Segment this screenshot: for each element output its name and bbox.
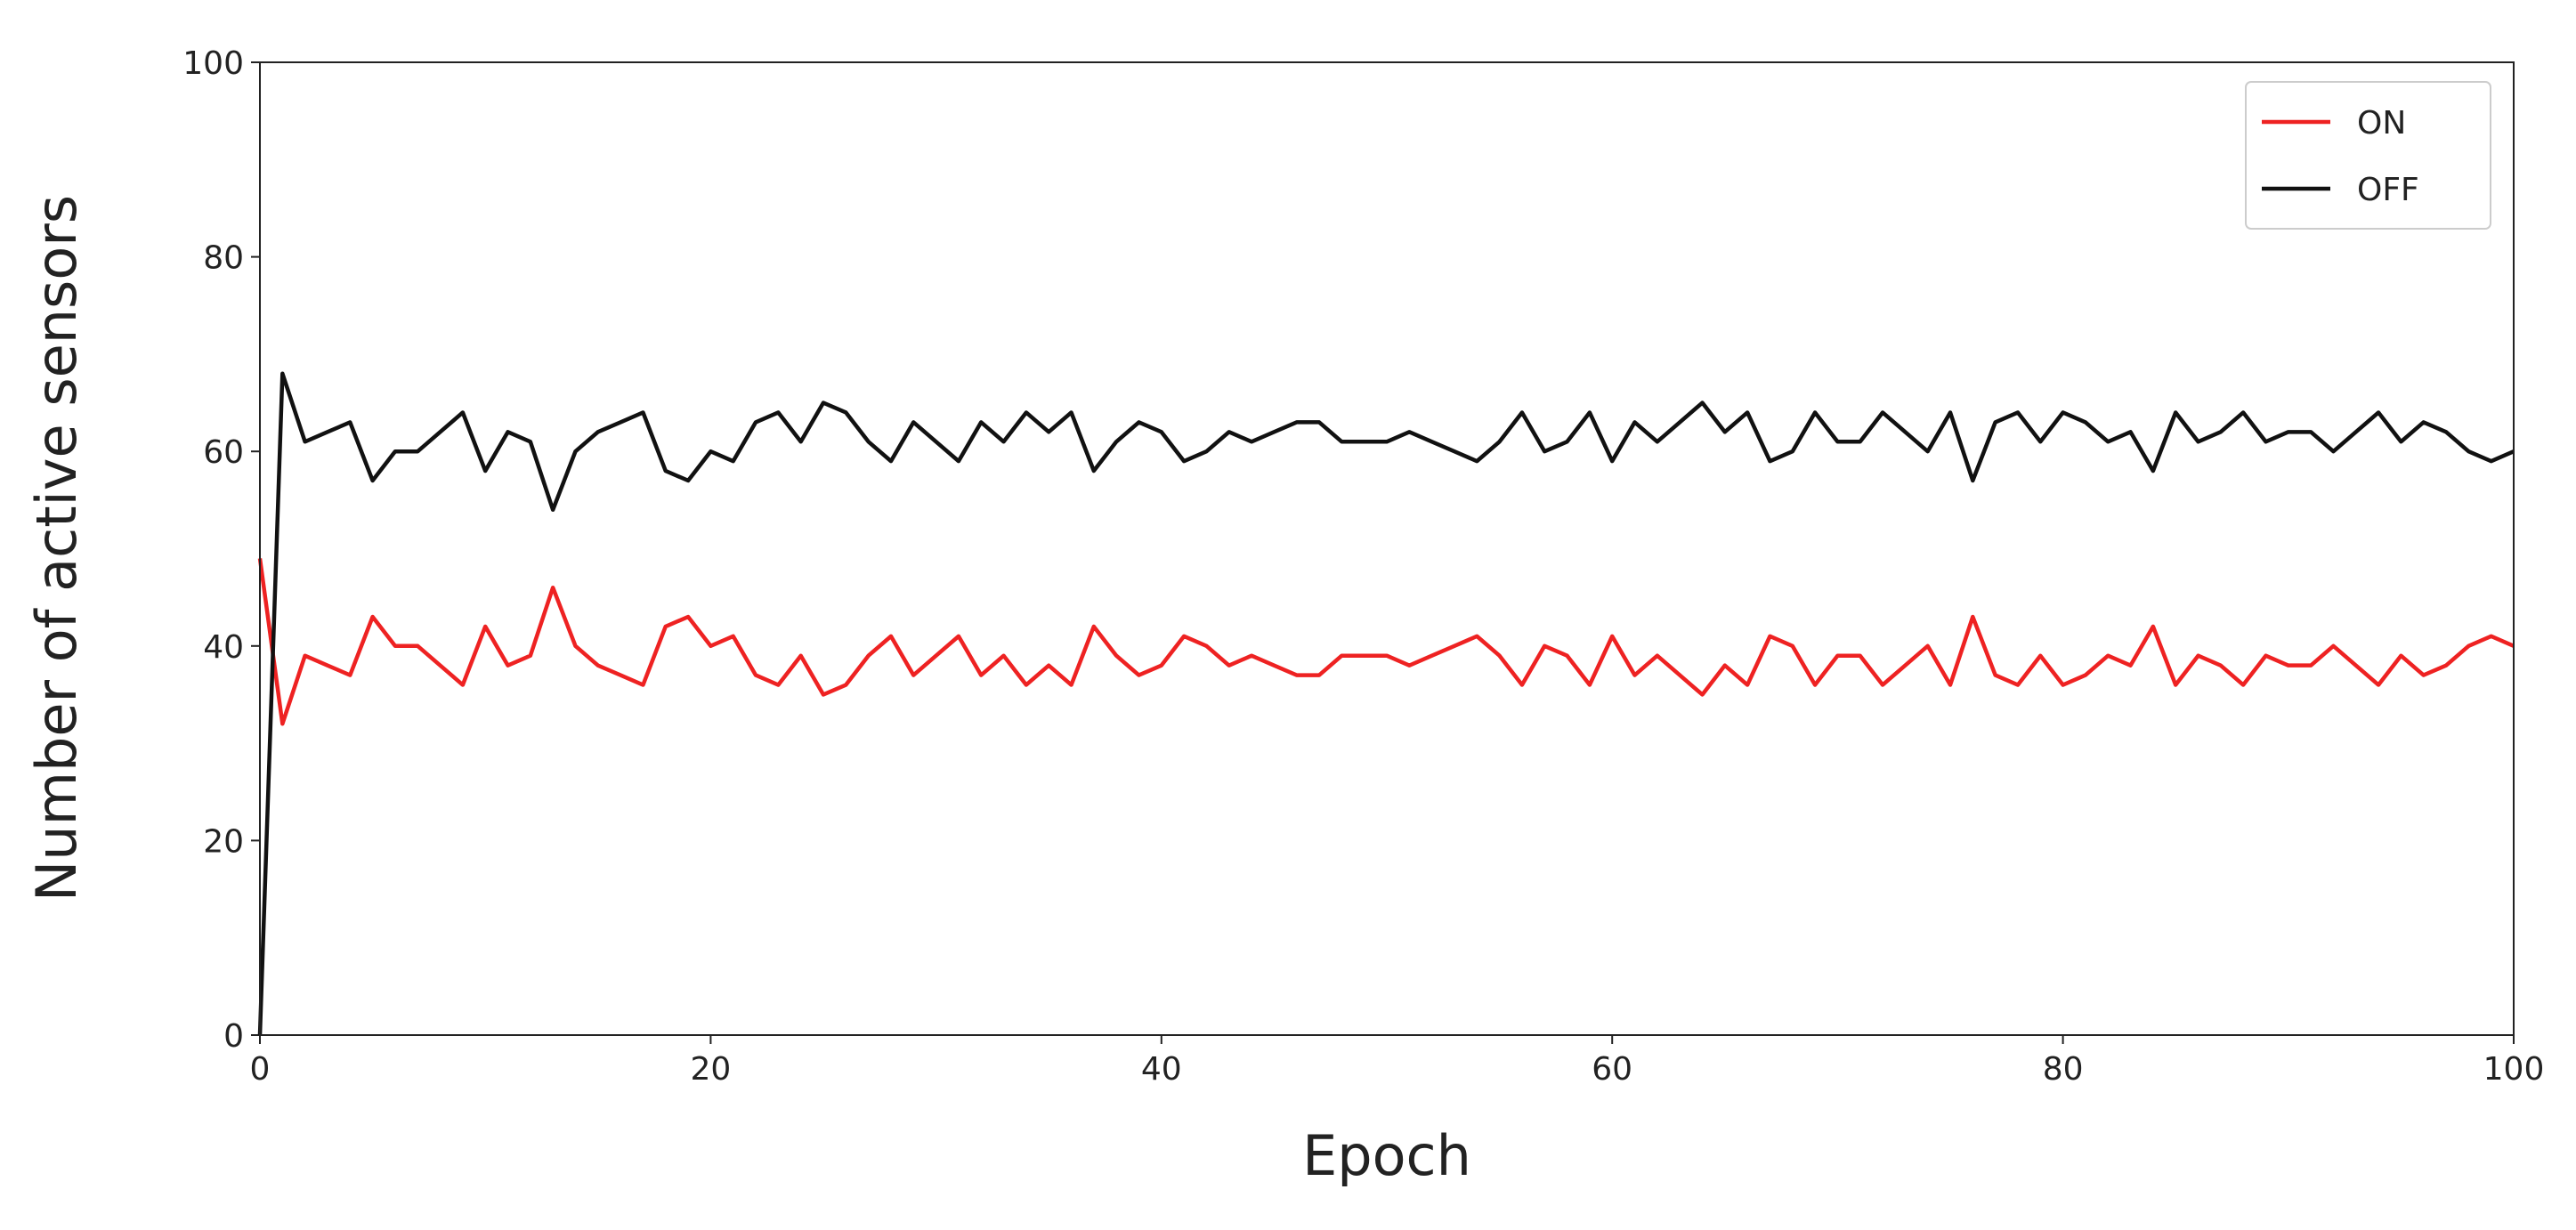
legend-label: OFF	[2357, 172, 2419, 208]
legend-label: ON	[2357, 105, 2406, 142]
data-line	[257, 371, 2515, 1036]
x-tick-label: 100	[2483, 1051, 2545, 1088]
y-tick-label: 40	[203, 629, 244, 666]
y-tick-label: 100	[182, 45, 244, 82]
legend-box	[2245, 81, 2491, 230]
x-axis-label: Epoch	[1302, 1123, 1471, 1188]
y-tick-label: 80	[203, 240, 244, 277]
x-tick-label: 20	[690, 1051, 731, 1088]
data-line	[257, 558, 2515, 726]
y-tick-label: 0	[223, 1018, 244, 1055]
x-tick-label: 60	[1592, 1051, 1632, 1088]
x-tick-label: 40	[1141, 1051, 1182, 1088]
plot-frame	[259, 61, 2515, 1036]
x-tick-label: 0	[250, 1051, 271, 1088]
y-axis-label: Number of active sensors	[24, 195, 89, 902]
y-tick-label: 20	[203, 823, 244, 860]
x-tick-label: 80	[2043, 1051, 2084, 1088]
y-tick-label: 60	[203, 434, 244, 471]
